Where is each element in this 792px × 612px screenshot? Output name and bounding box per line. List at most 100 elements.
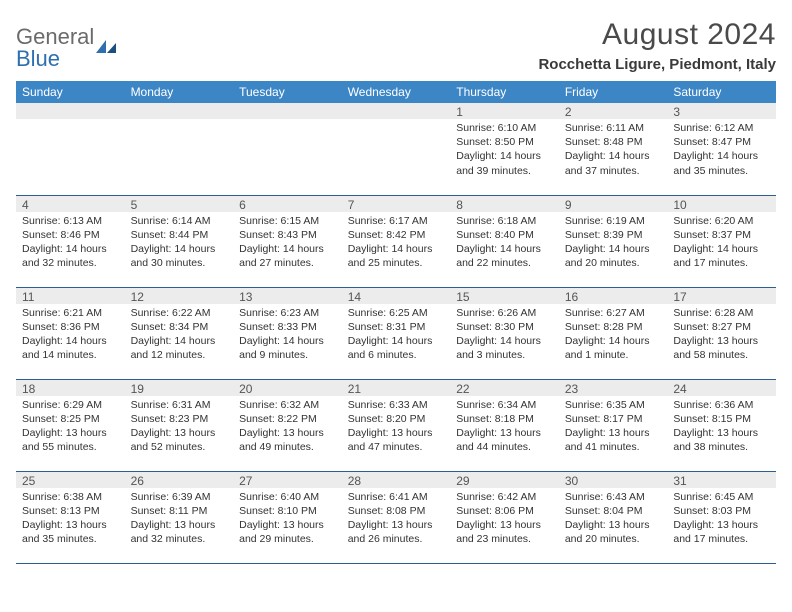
- day-details: Sunrise: 6:36 AMSunset: 8:15 PMDaylight:…: [667, 396, 776, 459]
- day-number: 13: [233, 288, 342, 304]
- day-number: 15: [450, 288, 559, 304]
- day-number: [125, 103, 234, 119]
- day-cell: 31Sunrise: 6:45 AMSunset: 8:03 PMDayligh…: [667, 471, 776, 563]
- day-number: [233, 103, 342, 119]
- day-cell: 12Sunrise: 6:22 AMSunset: 8:34 PMDayligh…: [125, 287, 234, 379]
- day-cell: 30Sunrise: 6:43 AMSunset: 8:04 PMDayligh…: [559, 471, 668, 563]
- day-cell: [125, 103, 234, 195]
- day-cell: [233, 103, 342, 195]
- day-cell: 20Sunrise: 6:32 AMSunset: 8:22 PMDayligh…: [233, 379, 342, 471]
- day-details: Sunrise: 6:35 AMSunset: 8:17 PMDaylight:…: [559, 396, 668, 459]
- day-details: [125, 119, 234, 125]
- calendar-body: 1Sunrise: 6:10 AMSunset: 8:50 PMDaylight…: [16, 103, 776, 563]
- day-cell: 22Sunrise: 6:34 AMSunset: 8:18 PMDayligh…: [450, 379, 559, 471]
- day-number: 20: [233, 380, 342, 396]
- day-header: Tuesday: [233, 81, 342, 103]
- day-number: 18: [16, 380, 125, 396]
- day-details: Sunrise: 6:10 AMSunset: 8:50 PMDaylight:…: [450, 119, 559, 182]
- day-details: Sunrise: 6:32 AMSunset: 8:22 PMDaylight:…: [233, 396, 342, 459]
- day-number: 21: [342, 380, 451, 396]
- day-cell: 6Sunrise: 6:15 AMSunset: 8:43 PMDaylight…: [233, 195, 342, 287]
- day-details: Sunrise: 6:31 AMSunset: 8:23 PMDaylight:…: [125, 396, 234, 459]
- day-details: Sunrise: 6:19 AMSunset: 8:39 PMDaylight:…: [559, 212, 668, 275]
- day-number: [16, 103, 125, 119]
- day-cell: 2Sunrise: 6:11 AMSunset: 8:48 PMDaylight…: [559, 103, 668, 195]
- day-cell: 23Sunrise: 6:35 AMSunset: 8:17 PMDayligh…: [559, 379, 668, 471]
- day-number: 10: [667, 196, 776, 212]
- day-cell: 21Sunrise: 6:33 AMSunset: 8:20 PMDayligh…: [342, 379, 451, 471]
- day-cell: 9Sunrise: 6:19 AMSunset: 8:39 PMDaylight…: [559, 195, 668, 287]
- week-row: 4Sunrise: 6:13 AMSunset: 8:46 PMDaylight…: [16, 195, 776, 287]
- day-number: 26: [125, 472, 234, 488]
- day-cell: 19Sunrise: 6:31 AMSunset: 8:23 PMDayligh…: [125, 379, 234, 471]
- day-details: Sunrise: 6:11 AMSunset: 8:48 PMDaylight:…: [559, 119, 668, 182]
- day-cell: 27Sunrise: 6:40 AMSunset: 8:10 PMDayligh…: [233, 471, 342, 563]
- day-details: Sunrise: 6:22 AMSunset: 8:34 PMDaylight:…: [125, 304, 234, 367]
- day-cell: 1Sunrise: 6:10 AMSunset: 8:50 PMDaylight…: [450, 103, 559, 195]
- day-number: 17: [667, 288, 776, 304]
- day-cell: 24Sunrise: 6:36 AMSunset: 8:15 PMDayligh…: [667, 379, 776, 471]
- day-details: Sunrise: 6:34 AMSunset: 8:18 PMDaylight:…: [450, 396, 559, 459]
- day-cell: 26Sunrise: 6:39 AMSunset: 8:11 PMDayligh…: [125, 471, 234, 563]
- day-number: 30: [559, 472, 668, 488]
- day-details: Sunrise: 6:26 AMSunset: 8:30 PMDaylight:…: [450, 304, 559, 367]
- day-cell: 18Sunrise: 6:29 AMSunset: 8:25 PMDayligh…: [16, 379, 125, 471]
- day-details: Sunrise: 6:13 AMSunset: 8:46 PMDaylight:…: [16, 212, 125, 275]
- day-number: 19: [125, 380, 234, 396]
- location: Rocchetta Ligure, Piedmont, Italy: [538, 56, 776, 73]
- day-header: Wednesday: [342, 81, 451, 103]
- day-number: 25: [16, 472, 125, 488]
- day-details: Sunrise: 6:41 AMSunset: 8:08 PMDaylight:…: [342, 488, 451, 551]
- day-details: Sunrise: 6:15 AMSunset: 8:43 PMDaylight:…: [233, 212, 342, 275]
- day-header: Thursday: [450, 81, 559, 103]
- logo-sail-icon: [96, 34, 118, 50]
- day-details: Sunrise: 6:23 AMSunset: 8:33 PMDaylight:…: [233, 304, 342, 367]
- day-details: Sunrise: 6:45 AMSunset: 8:03 PMDaylight:…: [667, 488, 776, 551]
- day-number: 11: [16, 288, 125, 304]
- day-details: Sunrise: 6:27 AMSunset: 8:28 PMDaylight:…: [559, 304, 668, 367]
- week-row: 25Sunrise: 6:38 AMSunset: 8:13 PMDayligh…: [16, 471, 776, 563]
- day-cell: 3Sunrise: 6:12 AMSunset: 8:47 PMDaylight…: [667, 103, 776, 195]
- day-details: Sunrise: 6:17 AMSunset: 8:42 PMDaylight:…: [342, 212, 451, 275]
- day-cell: 25Sunrise: 6:38 AMSunset: 8:13 PMDayligh…: [16, 471, 125, 563]
- day-details: Sunrise: 6:39 AMSunset: 8:11 PMDaylight:…: [125, 488, 234, 551]
- day-number: 7: [342, 196, 451, 212]
- day-number: [342, 103, 451, 119]
- day-cell: 11Sunrise: 6:21 AMSunset: 8:36 PMDayligh…: [16, 287, 125, 379]
- day-number: 29: [450, 472, 559, 488]
- day-number: 27: [233, 472, 342, 488]
- day-number: 14: [342, 288, 451, 304]
- day-number: 28: [342, 472, 451, 488]
- day-cell: 8Sunrise: 6:18 AMSunset: 8:40 PMDaylight…: [450, 195, 559, 287]
- day-cell: 29Sunrise: 6:42 AMSunset: 8:06 PMDayligh…: [450, 471, 559, 563]
- day-number: 3: [667, 103, 776, 119]
- day-cell: 7Sunrise: 6:17 AMSunset: 8:42 PMDaylight…: [342, 195, 451, 287]
- day-details: Sunrise: 6:18 AMSunset: 8:40 PMDaylight:…: [450, 212, 559, 275]
- day-number: 8: [450, 196, 559, 212]
- day-details: Sunrise: 6:12 AMSunset: 8:47 PMDaylight:…: [667, 119, 776, 182]
- day-details: [342, 119, 451, 125]
- day-details: Sunrise: 6:43 AMSunset: 8:04 PMDaylight:…: [559, 488, 668, 551]
- day-number: 23: [559, 380, 668, 396]
- day-header: Saturday: [667, 81, 776, 103]
- day-details: Sunrise: 6:21 AMSunset: 8:36 PMDaylight:…: [16, 304, 125, 367]
- day-number: 2: [559, 103, 668, 119]
- calendar-table: SundayMondayTuesdayWednesdayThursdayFrid…: [16, 81, 776, 564]
- day-cell: [342, 103, 451, 195]
- day-cell: 10Sunrise: 6:20 AMSunset: 8:37 PMDayligh…: [667, 195, 776, 287]
- day-details: Sunrise: 6:28 AMSunset: 8:27 PMDaylight:…: [667, 304, 776, 367]
- day-number: 9: [559, 196, 668, 212]
- day-details: Sunrise: 6:29 AMSunset: 8:25 PMDaylight:…: [16, 396, 125, 459]
- day-details: Sunrise: 6:40 AMSunset: 8:10 PMDaylight:…: [233, 488, 342, 551]
- day-header-row: SundayMondayTuesdayWednesdayThursdayFrid…: [16, 81, 776, 103]
- day-cell: 14Sunrise: 6:25 AMSunset: 8:31 PMDayligh…: [342, 287, 451, 379]
- header: GeneralBlue August 2024 Rocchetta Ligure…: [16, 18, 776, 73]
- day-header: Friday: [559, 81, 668, 103]
- day-details: [16, 119, 125, 125]
- day-details: Sunrise: 6:33 AMSunset: 8:20 PMDaylight:…: [342, 396, 451, 459]
- day-header: Sunday: [16, 81, 125, 103]
- week-row: 1Sunrise: 6:10 AMSunset: 8:50 PMDaylight…: [16, 103, 776, 195]
- day-cell: 4Sunrise: 6:13 AMSunset: 8:46 PMDaylight…: [16, 195, 125, 287]
- day-cell: 5Sunrise: 6:14 AMSunset: 8:44 PMDaylight…: [125, 195, 234, 287]
- logo: GeneralBlue: [16, 18, 118, 72]
